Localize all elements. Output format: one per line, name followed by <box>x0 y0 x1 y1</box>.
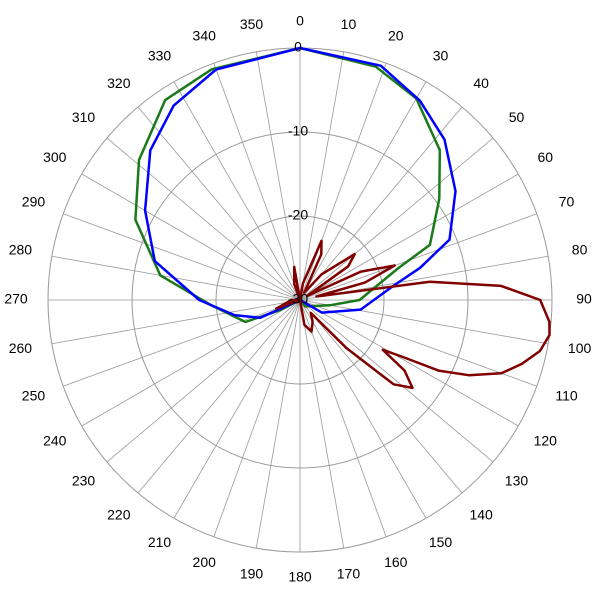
angle-label: 250 <box>22 388 46 404</box>
angle-label: 80 <box>572 241 588 257</box>
spoke <box>299 51 345 301</box>
r-tick-label: -30 <box>288 291 308 307</box>
spoke <box>299 299 537 387</box>
angle-label: 260 <box>9 340 33 356</box>
spoke <box>299 299 494 463</box>
spoke <box>213 63 301 301</box>
spoke <box>63 213 301 301</box>
spoke <box>173 299 301 519</box>
spoke <box>213 299 301 537</box>
angle-label: 60 <box>537 149 553 165</box>
series-line <box>143 46 457 320</box>
angle-label: 330 <box>148 47 172 63</box>
angle-label: 10 <box>341 16 357 32</box>
angle-label: 120 <box>534 432 558 448</box>
spoke <box>255 51 301 301</box>
angle-label: 200 <box>193 554 217 570</box>
spoke <box>299 299 345 549</box>
r-tick-label: 0 <box>294 39 302 55</box>
spoke <box>299 299 519 427</box>
angle-label: 310 <box>72 109 96 125</box>
spoke <box>299 213 537 301</box>
spoke <box>137 106 301 301</box>
angle-label: 150 <box>429 534 453 550</box>
spoke <box>299 299 463 494</box>
angle-label: 170 <box>337 566 361 582</box>
angle-label: 30 <box>433 47 449 63</box>
spoke <box>299 299 387 537</box>
angle-label: 350 <box>240 16 264 32</box>
spoke <box>299 63 387 301</box>
spoke <box>255 299 301 549</box>
angle-label: 220 <box>107 507 131 523</box>
angle-label: 290 <box>22 194 46 210</box>
angle-label: 180 <box>288 569 312 585</box>
spoke <box>299 173 519 301</box>
series-line <box>275 239 551 390</box>
angle-label: 110 <box>555 388 578 404</box>
spoke <box>299 137 494 301</box>
angle-label: 240 <box>43 432 67 448</box>
spoke <box>63 299 301 387</box>
angle-label: 340 <box>193 28 217 44</box>
spoke <box>173 81 301 301</box>
angle-label: 40 <box>473 75 489 91</box>
r-tick-label: -20 <box>288 207 308 223</box>
angle-label: 300 <box>43 149 67 165</box>
spoke <box>137 299 301 494</box>
angle-label: 130 <box>505 472 529 488</box>
angle-label: 320 <box>107 75 131 91</box>
angle-label: 270 <box>4 291 28 307</box>
spoke <box>81 299 301 427</box>
series-line <box>134 46 442 324</box>
spoke <box>106 299 301 463</box>
angle-label: 90 <box>576 291 592 307</box>
spoke <box>81 173 301 301</box>
angle-label: 50 <box>509 109 525 125</box>
angle-label: 230 <box>72 472 96 488</box>
spoke <box>299 299 427 519</box>
angle-label: 100 <box>568 340 592 356</box>
spoke <box>299 299 549 345</box>
angle-label: 70 <box>559 194 575 210</box>
angle-label: 140 <box>469 507 493 523</box>
spoke <box>51 299 301 345</box>
angle-label: 20 <box>388 28 404 44</box>
angle-label: 210 <box>148 534 172 550</box>
r-tick-label: -10 <box>288 123 308 139</box>
angle-label: 190 <box>240 566 264 582</box>
angle-label: 0 <box>296 13 304 29</box>
spoke <box>299 81 427 301</box>
angle-label: 160 <box>384 554 408 570</box>
angle-label: 280 <box>9 241 33 257</box>
